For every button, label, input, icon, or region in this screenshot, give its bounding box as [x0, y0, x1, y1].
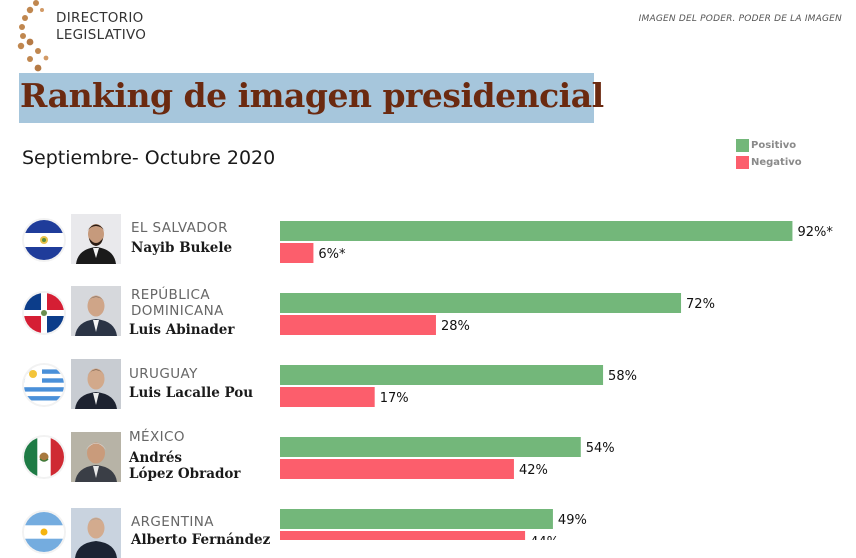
- country-label-argentina: ARGENTINA: [131, 514, 214, 530]
- name-line: Luis Lacalle Pou: [129, 385, 254, 401]
- name-line: López Obrador: [129, 466, 241, 482]
- bar-label-negative-4: 42%: [519, 463, 548, 478]
- name-line: Nayib Bukele: [131, 240, 233, 256]
- country-label-mexico: MÉXICO: [129, 429, 185, 445]
- bar-positive-3: [280, 365, 604, 385]
- bar-label-positive-4: 54%: [586, 441, 615, 456]
- tagline: IMAGEN DEL PODER. PODER DE LA IMAGEN: [638, 14, 842, 24]
- country-line: EL SALVADOR: [131, 220, 228, 236]
- bar-negative-3: [280, 387, 375, 407]
- country-line: URUGUAY: [129, 366, 198, 382]
- luis-abinader-photo: [71, 286, 121, 336]
- bar-label-positive-2: 72%: [686, 297, 715, 312]
- bar-negative-2: [280, 315, 436, 335]
- dominican-republic-flag-icon: [24, 293, 64, 333]
- country-line: ARGENTINA: [131, 514, 214, 530]
- legend-item-negative: Negativo: [736, 154, 802, 171]
- uruguay-flag-icon: [24, 365, 64, 405]
- bar-label-negative-1: 6%*: [318, 247, 346, 262]
- country-label-republica-dominicana: REPÚBLICA DOMINICANA: [131, 287, 224, 319]
- bar-label-negative-5: 44%: [530, 535, 559, 540]
- luis-lacalle-pou-photo: [71, 359, 121, 409]
- bar-label-negative-3: 17%: [380, 391, 409, 406]
- legend-label-negative: Negativo: [751, 157, 802, 168]
- country-label-el-salvador: EL SALVADOR: [131, 220, 228, 236]
- nayib-bukele-photo: [71, 214, 121, 264]
- name-line: Andrés: [129, 450, 183, 466]
- brand-name: DIRECTORIO LEGISLATIVO: [56, 10, 146, 44]
- mexico-flag-icon: [24, 437, 64, 477]
- subtitle: Septiembre- Octubre 2020: [22, 147, 276, 169]
- country-label-uruguay: URUGUAY: [129, 366, 198, 382]
- bar-negative-4: [280, 459, 514, 479]
- bar-label-positive-1: 92%*: [797, 225, 833, 240]
- bar-label-negative-2: 28%: [441, 319, 470, 334]
- el-salvador-flag-icon: [24, 220, 64, 260]
- brand-line-2: LEGISLATIVO: [56, 27, 147, 43]
- legend-label-positive: Positivo: [751, 140, 797, 151]
- legend: Positivo Negativo: [736, 137, 802, 171]
- president-name-nayib-bukele: Nayib Bukele: [131, 240, 232, 256]
- bar-positive-2: [280, 293, 682, 313]
- bar-positive-1: [280, 221, 793, 241]
- bar-label-positive-5: 49%: [558, 513, 587, 528]
- bar-label-positive-3: 58%: [608, 369, 637, 384]
- page-title: Ranking de imagen presidencial: [20, 76, 604, 115]
- bar-negative-5: [280, 531, 526, 540]
- legend-swatch-negative: [736, 156, 749, 169]
- name-line: Luis Abinader: [129, 322, 235, 338]
- bar-negative-1: [280, 243, 314, 263]
- country-line: REPÚBLICA: [131, 287, 210, 303]
- president-name-lopez-obrador: Andrés López Obrador: [129, 450, 241, 482]
- president-name-luis-abinader: Luis Abinader: [129, 322, 234, 338]
- approval-bar-chart: 92%* 72% 58% 54% 49% 6%* 28% 17% 42% 44%: [280, 221, 833, 540]
- country-line: DOMINICANA: [131, 303, 224, 319]
- bar-positive-4: [280, 437, 581, 457]
- title-highlight: [19, 73, 594, 123]
- bar-positive-5: [280, 509, 553, 529]
- president-name-luis-lacalle-pou: Luis Lacalle Pou: [129, 385, 253, 401]
- legend-item-positive: Positivo: [736, 137, 802, 154]
- legend-swatch-positive: [736, 139, 749, 152]
- lopez-obrador-photo: [71, 432, 121, 482]
- directorio-legislativo-logo: [17, 0, 49, 72]
- country-line: MÉXICO: [129, 429, 185, 445]
- brand-line-1: DIRECTORIO: [56, 10, 144, 26]
